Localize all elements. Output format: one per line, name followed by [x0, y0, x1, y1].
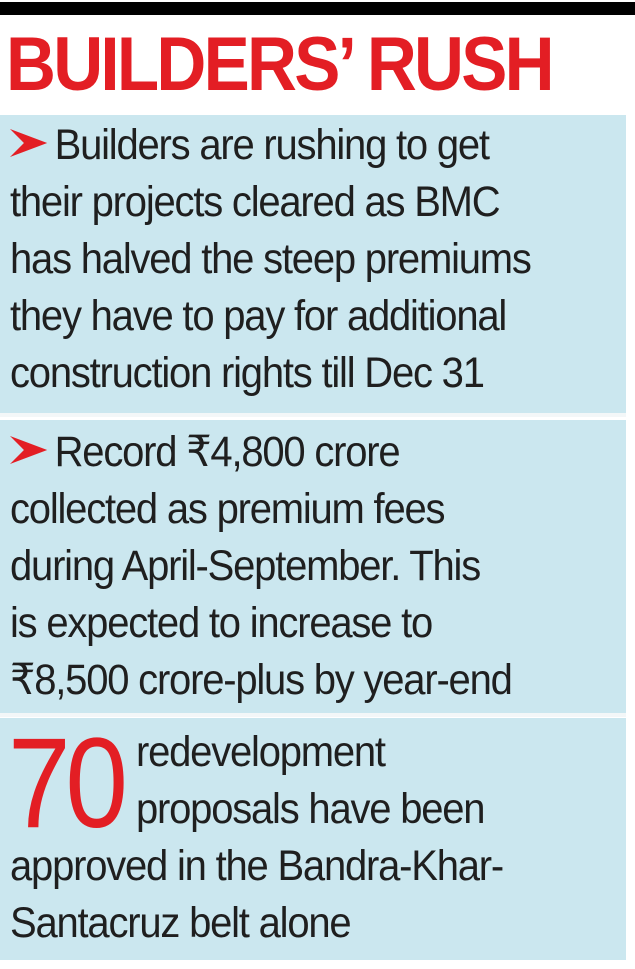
top-rule	[0, 2, 635, 15]
point-1-line-1: Builders are rushing to get	[10, 117, 531, 174]
point-1-line-5: construction rights till Dec 31	[10, 349, 485, 397]
point-2-line-1: Record ₹4,800 crore	[10, 424, 512, 481]
stat-side-line-2: proposals have been	[136, 785, 486, 833]
divider	[0, 413, 626, 417]
stat-tail-text: approved in the Bandra-Khar- Santacruz b…	[10, 838, 504, 952]
point-panel-2: Record ₹4,800 crore collected as premium…	[0, 420, 626, 713]
divider	[0, 713, 626, 717]
point-2-line-3: during April-September. This	[10, 542, 481, 590]
point-2-line-4: is expected to increase to	[10, 599, 433, 647]
point-2-line-5: ₹8,500 crore-plus by year-end	[10, 656, 513, 704]
stat-number: 70	[8, 712, 128, 855]
point-text-1: Builders are rushing to get their projec…	[10, 117, 532, 402]
arrow-bullet-icon	[10, 129, 48, 157]
point-2-line-2: collected as premium fees	[10, 485, 446, 533]
point-1-line-1-text: Builders are rushing to get	[54, 121, 490, 169]
point-panel-1: Builders are rushing to get their projec…	[0, 115, 626, 413]
stat-side-text: redevelopment proposals have been	[136, 724, 486, 838]
point-1-line-2: their projects cleared as BMC	[10, 178, 501, 226]
headline: BUILDERS’ RUSH	[6, 22, 555, 107]
point-1-line-4: they have to pay for additional	[10, 292, 507, 340]
stat-tail-line-2: Santacruz belt alone	[10, 899, 352, 947]
arrow-bullet-icon	[10, 436, 48, 464]
point-1-line-3: has halved the steep premiums	[10, 235, 532, 283]
point-2-line-1-text: Record ₹4,800 crore	[54, 428, 401, 476]
stat-panel: 70 redevelopment proposals have been app…	[0, 718, 626, 960]
stat-tail-line-1: approved in the Bandra-Khar-	[10, 842, 504, 890]
point-text-2: Record ₹4,800 crore collected as premium…	[10, 424, 513, 709]
stat-side-line-1: redevelopment	[136, 728, 386, 776]
